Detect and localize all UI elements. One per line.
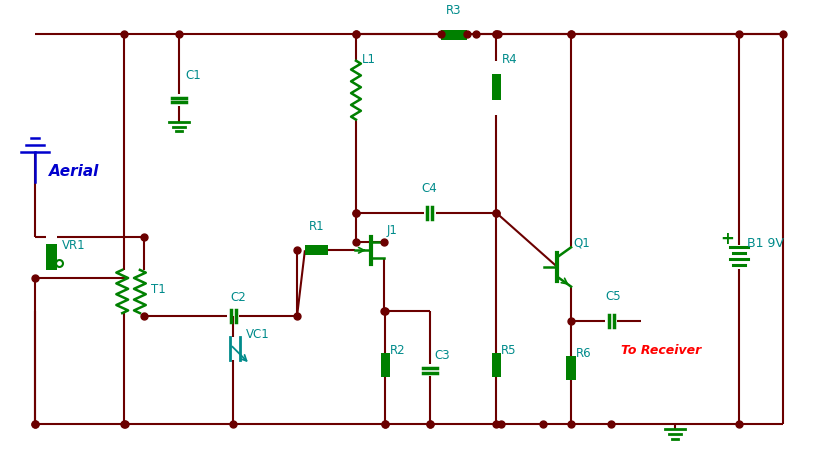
Text: Q1: Q1 <box>572 236 589 249</box>
Text: T1: T1 <box>151 284 165 296</box>
Bar <box>491 74 500 100</box>
Text: L1: L1 <box>361 53 375 66</box>
Text: R4: R4 <box>502 53 518 66</box>
Bar <box>491 353 500 377</box>
Bar <box>380 353 390 377</box>
Text: C4: C4 <box>421 182 437 195</box>
Text: B1 9V: B1 9V <box>746 237 783 250</box>
Bar <box>441 30 466 40</box>
Text: C2: C2 <box>230 291 246 304</box>
Text: R2: R2 <box>390 344 405 357</box>
Text: C3: C3 <box>434 349 450 362</box>
Text: Aerial: Aerial <box>48 164 99 179</box>
Text: +: + <box>719 231 733 248</box>
Text: To Receiver: To Receiver <box>621 344 700 357</box>
Text: R1: R1 <box>309 220 324 232</box>
Text: R3: R3 <box>446 4 461 16</box>
Text: J1: J1 <box>386 223 397 236</box>
Text: VR1: VR1 <box>62 239 86 252</box>
Text: C5: C5 <box>604 290 620 304</box>
Bar <box>565 357 575 380</box>
Text: VC1: VC1 <box>246 328 269 341</box>
Bar <box>46 244 57 270</box>
Text: C1: C1 <box>185 69 201 82</box>
Bar <box>305 246 328 255</box>
Text: R5: R5 <box>500 344 516 357</box>
Text: R6: R6 <box>575 347 590 360</box>
